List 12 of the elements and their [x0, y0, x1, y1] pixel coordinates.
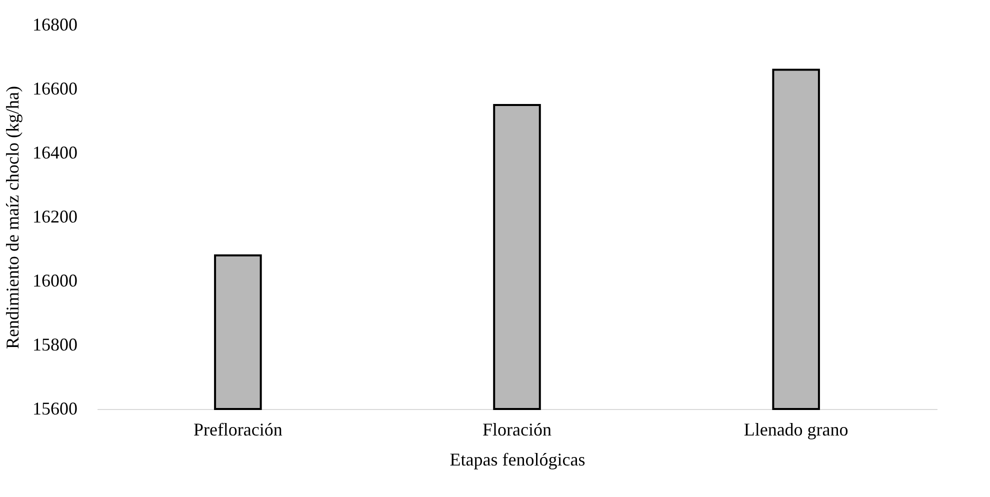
- x-tick-label: Prefloración: [193, 420, 282, 440]
- y-tick-label: 16600: [32, 78, 78, 98]
- y-tick-label: 15600: [32, 398, 78, 418]
- y-tick-label: 16000: [32, 270, 78, 290]
- y-axis-title: Rendimiento de maíz choclo (kg/ha): [2, 86, 22, 349]
- x-axis-title: Etapas fenológicas: [450, 450, 586, 470]
- y-tick-label: 16400: [32, 142, 78, 162]
- x-tick-label: Floración: [482, 420, 552, 440]
- y-tick-label: 15800: [32, 334, 78, 354]
- y-tick-label: 16200: [32, 206, 78, 226]
- x-tick-label: Llenado grano: [744, 420, 848, 440]
- y-tick-label: 16800: [32, 14, 78, 34]
